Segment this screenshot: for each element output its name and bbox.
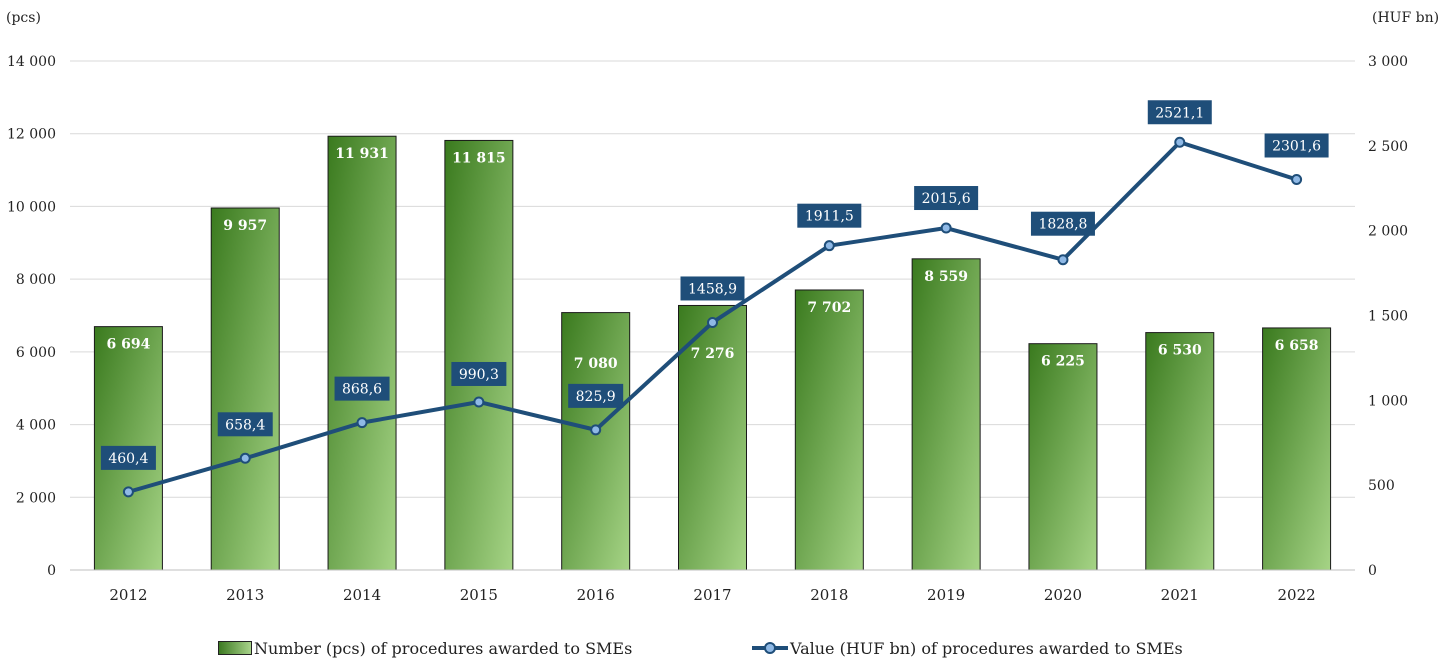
bar-data-label: 7 080 — [574, 356, 618, 372]
x-tick-label: 2022 — [1277, 586, 1315, 604]
right-tick-label: 1 500 — [1368, 309, 1408, 325]
line-data-label: 2301,6 — [1272, 138, 1321, 154]
legend-bar-swatch — [218, 641, 252, 655]
line-label-box — [334, 376, 390, 401]
bar — [561, 312, 631, 571]
right-tick-label: 3 000 — [1368, 54, 1408, 70]
bar — [1028, 343, 1098, 571]
bar — [794, 289, 864, 571]
legend-bar: Number (pcs) of procedures awarded to SM… — [218, 636, 632, 660]
bar-data-label: 7 276 — [691, 346, 735, 362]
legend-bar-label: Number (pcs) of procedures awarded to SM… — [254, 638, 633, 658]
x-tick-label: 2018 — [810, 586, 848, 604]
bar — [444, 139, 514, 571]
line-point — [122, 486, 134, 498]
bar-data-label: 8 559 — [924, 269, 968, 285]
x-tick-label: 2012 — [109, 586, 147, 604]
left-tick-label: 2 000 — [16, 490, 56, 506]
x-tick-label: 2013 — [226, 586, 264, 604]
x-tick-label: 2016 — [577, 586, 615, 604]
line-label-box — [451, 361, 507, 386]
bar-data-label: 6 225 — [1041, 354, 1085, 370]
bar-data-label: 6 530 — [1158, 343, 1202, 359]
x-tick-label: 2019 — [927, 586, 965, 604]
line-data-label: 460,4 — [108, 451, 148, 467]
right-tick-label: 1 000 — [1368, 393, 1408, 409]
x-tick-label: 2017 — [693, 586, 731, 604]
x-tick-label: 2015 — [460, 586, 498, 604]
bar — [210, 207, 280, 571]
bar — [1145, 332, 1215, 571]
bar — [911, 258, 981, 571]
left-tick-label: 10 000 — [7, 199, 56, 215]
bar-data-label: 9 957 — [223, 218, 267, 234]
bar — [327, 135, 397, 571]
bar-data-label: 11 931 — [335, 146, 389, 162]
line-data-label: 990,3 — [459, 367, 499, 383]
left-tick-label: 12 000 — [7, 127, 56, 143]
legend-line-label: Value (HUF bn) of procedures awarded to … — [790, 638, 1183, 658]
right-axis-unit: (HUF bn) — [1372, 10, 1439, 26]
line-label-box — [914, 186, 979, 211]
bar-series: 6 694 9 957 11 931 11 815 7 080 7 276 7 702 8 5… — [93, 135, 1332, 571]
right-tick-label: 2 500 — [1368, 139, 1408, 155]
legend-line-swatch — [752, 641, 788, 655]
left-tick-label: 0 — [47, 563, 56, 579]
line-point — [1174, 136, 1186, 148]
line-point — [823, 240, 835, 252]
line-label-box — [100, 445, 156, 470]
right-tick-label: 0 — [1368, 563, 1377, 579]
line-label-box — [217, 412, 273, 437]
axes: 0 2 000 4 000 6 000 8 000 10 000 12 000 14 000 0… — [7, 54, 1408, 604]
line-point — [1291, 173, 1303, 185]
line-point — [356, 417, 368, 429]
bar — [678, 304, 747, 571]
bar-data-label: 11 815 — [452, 150, 506, 166]
combo-chart: 6 694 9 957 11 931 11 815 7 080 7 276 7 702 8 5… — [6, 10, 1439, 604]
legend-line: Value (HUF bn) of procedures awarded to … — [752, 636, 1183, 660]
x-tick-label: 2020 — [1044, 586, 1082, 604]
line-label-box — [680, 276, 745, 301]
line-point — [707, 316, 718, 328]
line-label-box — [568, 383, 624, 408]
line-label-box — [797, 203, 862, 228]
line-data-label: 1828,8 — [1038, 217, 1087, 233]
line-point — [239, 452, 251, 464]
x-tick-label: 2014 — [343, 586, 381, 604]
line-data-label: 2521,1 — [1155, 105, 1204, 121]
bar-data-label: 6 694 — [106, 337, 150, 353]
left-tick-label: 8 000 — [16, 272, 56, 288]
x-tick-label: 2021 — [1161, 586, 1199, 604]
left-tick-label: 6 000 — [16, 345, 56, 361]
line-label-box — [1147, 100, 1212, 125]
bar-data-label: 6 658 — [1275, 338, 1319, 354]
right-tick-label: 2 000 — [1368, 224, 1408, 240]
line-point — [590, 424, 602, 436]
line-series: 460,4 658,4 868,6 990,3 825,9 1458,9 1911,5 201… — [100, 100, 1329, 498]
bar — [1262, 327, 1332, 571]
line-data-label: 658,4 — [225, 417, 265, 433]
line-label-box — [1030, 211, 1095, 236]
line-point — [473, 396, 485, 408]
line-data-label: 1911,5 — [805, 209, 854, 225]
line-data-label: 825,9 — [576, 389, 616, 405]
line-point — [1057, 254, 1069, 266]
bar-data-label: 7 702 — [807, 300, 851, 316]
line-data-label: 868,6 — [342, 382, 382, 398]
line-point — [940, 222, 952, 234]
left-tick-label: 14 000 — [7, 54, 56, 70]
left-tick-label: 4 000 — [16, 418, 56, 434]
line-data-label: 2015,6 — [922, 191, 971, 207]
line-label-box — [1264, 133, 1329, 158]
right-tick-label: 500 — [1368, 478, 1395, 494]
line-data-label: 1458,9 — [688, 281, 737, 297]
left-axis-unit: (pcs) — [6, 10, 41, 26]
